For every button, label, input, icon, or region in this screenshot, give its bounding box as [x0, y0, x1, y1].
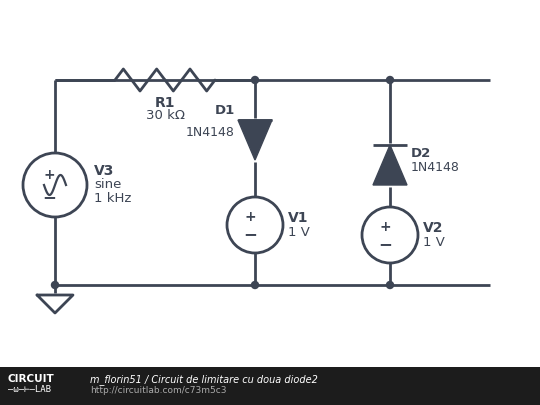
Text: D1: D1 — [215, 104, 235, 117]
Text: 1N4148: 1N4148 — [186, 126, 235, 139]
Text: m_florin51 / Circuit de limitare cu doua diode2: m_florin51 / Circuit de limitare cu doua… — [90, 374, 318, 385]
Text: sine: sine — [94, 179, 122, 192]
Text: V3: V3 — [94, 164, 114, 178]
Polygon shape — [238, 120, 272, 160]
Text: CIRCUIT: CIRCUIT — [8, 374, 55, 384]
Circle shape — [252, 281, 259, 288]
Circle shape — [387, 77, 394, 83]
Circle shape — [387, 281, 394, 288]
Text: 1N4148: 1N4148 — [411, 161, 460, 174]
Text: V2: V2 — [423, 221, 443, 235]
Text: +: + — [379, 220, 391, 234]
Text: R1: R1 — [155, 96, 176, 110]
Text: http://circuitlab.com/c73m5c3: http://circuitlab.com/c73m5c3 — [90, 386, 226, 395]
Text: 30 kΩ: 30 kΩ — [145, 109, 185, 122]
Text: —ω—⊢—LAB: —ω—⊢—LAB — [8, 385, 51, 394]
Polygon shape — [373, 145, 407, 185]
Text: 1 V: 1 V — [423, 235, 445, 249]
Circle shape — [51, 281, 58, 288]
Text: −: − — [42, 188, 56, 206]
Text: D2: D2 — [411, 147, 431, 160]
Text: +: + — [244, 210, 256, 224]
Text: +: + — [43, 168, 55, 182]
Text: 1 kHz: 1 kHz — [94, 192, 131, 205]
Text: 1 V: 1 V — [288, 226, 310, 239]
Text: V1: V1 — [288, 211, 308, 225]
Circle shape — [252, 77, 259, 83]
Bar — [0, 367, 540, 405]
Text: −: − — [243, 225, 257, 243]
Text: −: − — [378, 235, 392, 253]
